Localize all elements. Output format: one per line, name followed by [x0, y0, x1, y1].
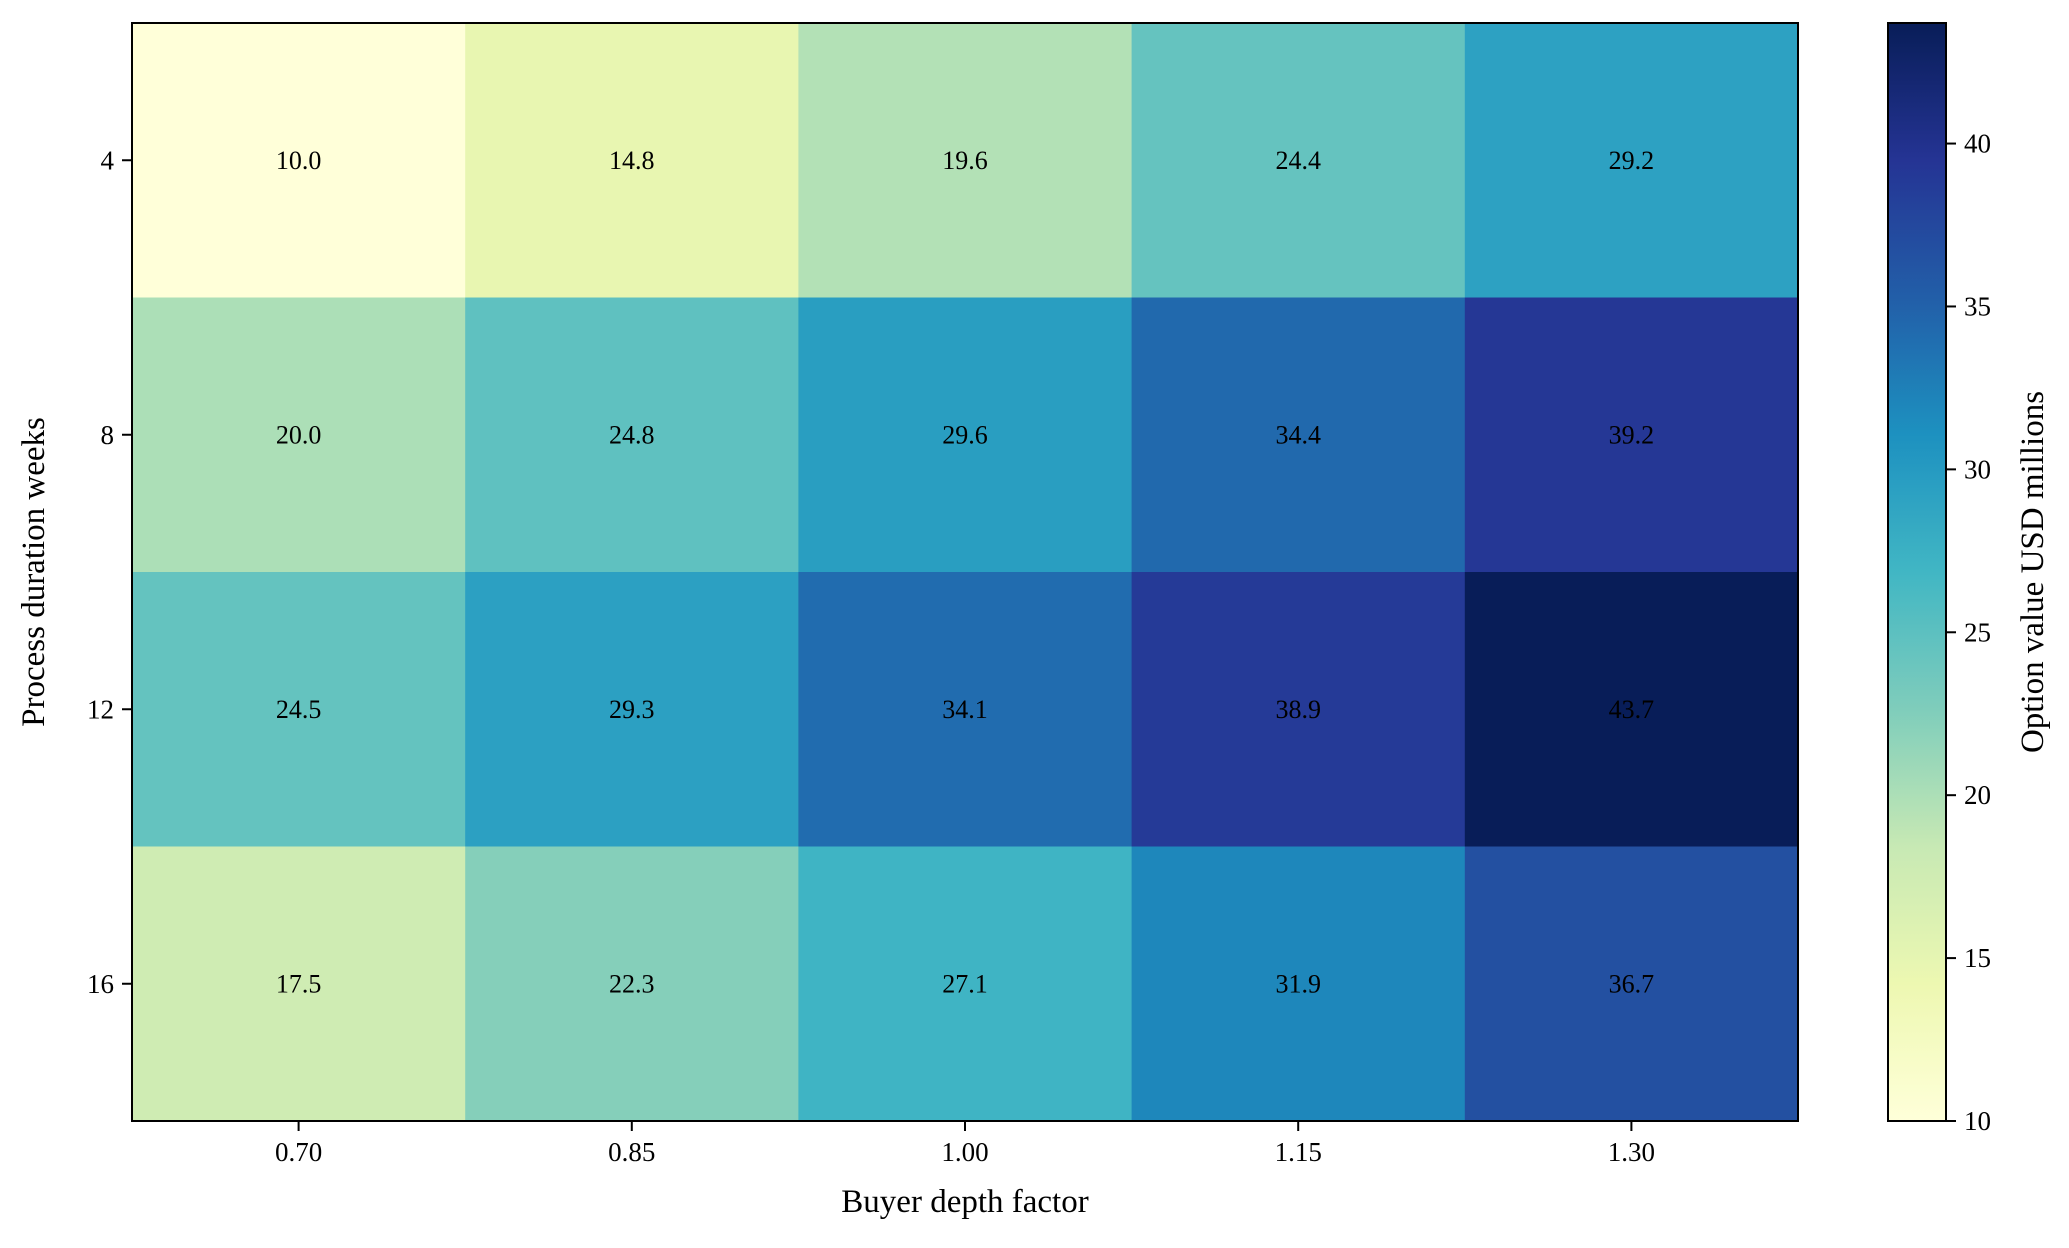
heatmap-cell [465, 23, 799, 298]
colorbar-tick-label: 10 [1964, 1106, 1991, 1136]
cell-value-label: 19.6 [942, 146, 988, 175]
x-axis-ticks: 0.70 0.85 1.00 1.15 1.30 [275, 1121, 1655, 1167]
heatmap-cell [1464, 23, 1799, 298]
heatmap-cell [1131, 23, 1466, 298]
colorbar-tick-label: 15 [1964, 943, 1991, 973]
y-tick-label: 4 [101, 145, 115, 175]
cell-value-label: 43.7 [1609, 695, 1655, 724]
heatmap-cells: 10.0 14.8 19.6 24.4 29.2 20.0 24.8 29.6 34.4 39.2… [132, 23, 1799, 1122]
heatmap-cell [798, 297, 1133, 573]
cell-value-label: 29.3 [609, 695, 655, 724]
cell-value-label: 34.4 [1275, 420, 1321, 449]
cell-value-label: 38.9 [1275, 695, 1321, 724]
cell-value-label: 22.3 [609, 969, 655, 998]
y-tick-label: 12 [87, 694, 114, 724]
cell-value-label: 31.9 [1275, 969, 1321, 998]
heatmap-cell [465, 846, 799, 1122]
x-tick-label: 0.70 [275, 1137, 322, 1167]
heatmap-cell [798, 572, 1133, 847]
heatmap-cell [132, 572, 466, 847]
heatmap-cell [132, 846, 466, 1122]
y-tick-label: 8 [101, 420, 115, 450]
y-axis-ticks: 4 8 12 16 [87, 145, 132, 999]
heatmap-cell [1464, 572, 1799, 847]
cell-value-label: 17.5 [276, 969, 322, 998]
cell-value-label: 24.8 [609, 420, 655, 449]
x-tick-label: 1.15 [1275, 1137, 1322, 1167]
heatmap-cell [132, 23, 466, 298]
x-axis-label: Buyer depth factor [841, 1184, 1088, 1220]
cell-value-label: 24.4 [1275, 146, 1321, 175]
x-tick-label: 1.30 [1608, 1137, 1655, 1167]
cell-value-label: 39.2 [1609, 420, 1655, 449]
x-tick-label: 1.00 [941, 1137, 988, 1167]
colorbar-tick-label: 25 [1964, 617, 1991, 647]
heatmap-cell [132, 297, 466, 573]
y-tick-label: 16 [87, 969, 114, 999]
colorbar-tick-label: 40 [1964, 129, 1991, 159]
colorbar-label: Option value USD millions [2015, 391, 2051, 753]
cell-value-label: 29.6 [942, 420, 988, 449]
heatmap-cell [1464, 297, 1799, 573]
colorbar-tick-label: 20 [1964, 780, 1991, 810]
cell-value-label: 20.0 [276, 420, 322, 449]
cell-value-label: 27.1 [942, 969, 988, 998]
colorbar [1887, 22, 1947, 1122]
heatmap-cell [798, 846, 1133, 1122]
heatmap-cell [1131, 297, 1466, 573]
cell-value-label: 14.8 [609, 146, 655, 175]
cell-value-label: 24.5 [276, 695, 322, 724]
colorbar-tick-label: 35 [1964, 291, 1991, 321]
cell-value-label: 29.2 [1609, 146, 1655, 175]
colorbar-tick-label: 30 [1964, 454, 1991, 484]
heatmap-cell [465, 572, 799, 847]
cell-value-label: 36.7 [1609, 969, 1655, 998]
heatmap-cell [1131, 846, 1466, 1122]
heatmap-cell [1464, 846, 1799, 1122]
heatmap-cell [465, 297, 799, 573]
heatmap-cell [798, 23, 1133, 298]
y-axis-label: Process duration weeks [16, 417, 52, 727]
x-tick-label: 0.85 [608, 1137, 655, 1167]
colorbar-ticks: 10 15 20 25 30 35 40 [1946, 129, 1991, 1136]
cell-value-label: 10.0 [276, 146, 322, 175]
cell-value-label: 34.1 [942, 695, 988, 724]
heatmap-cell [1131, 572, 1466, 847]
